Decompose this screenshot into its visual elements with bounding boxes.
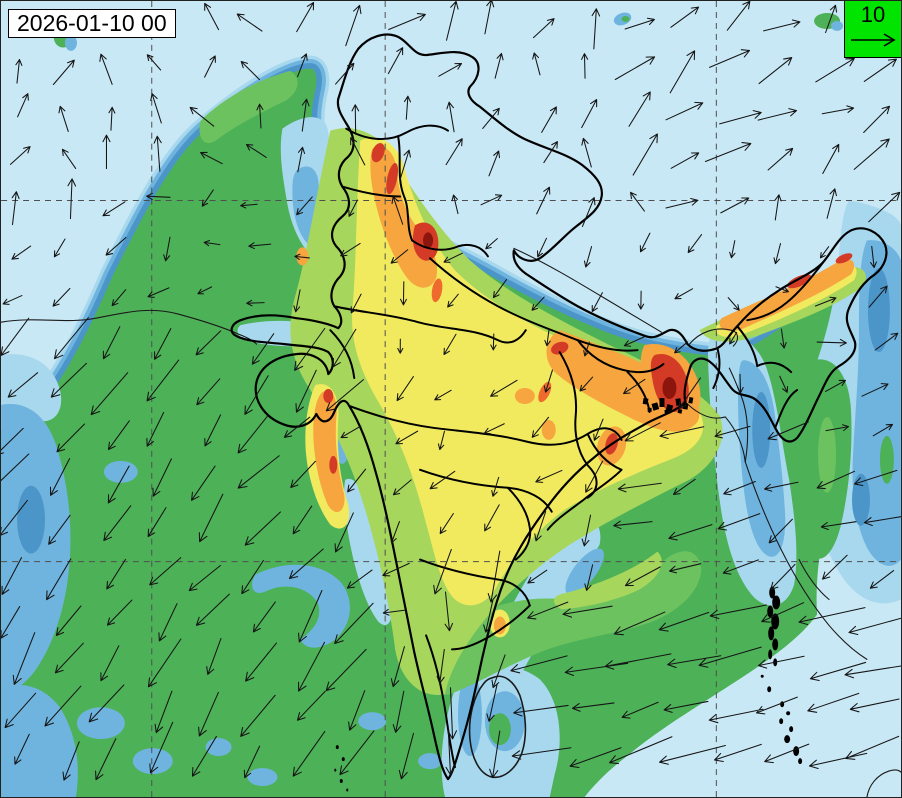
bangladesh-east-border [728,367,749,463]
makran-coastline [1,309,258,345]
bangladesh-coast [684,401,746,463]
field-north-lightblue [1,1,901,430]
wind-scale-legend: 10 [844,1,901,58]
india-outline [230,33,888,781]
state-boundaries [329,124,825,769]
timestamp-box: 2026-01-10 00 [8,9,176,38]
sumatra-coastline [866,769,901,797]
india-borders [230,33,888,781]
myanmar-coastline [744,461,868,660]
wind-scale-arrow-icon [851,33,896,47]
bhutan-border [688,328,739,347]
nepal-border [513,247,663,333]
field-arabian-blue [1,354,443,797]
wind-arrow-layer [1,1,901,781]
field-red [323,143,853,474]
wind-scale-value: 10 [860,2,886,27]
myanmar-delta-branch [798,559,830,601]
timestamp-label: 2026-01-10 00 [17,10,167,36]
